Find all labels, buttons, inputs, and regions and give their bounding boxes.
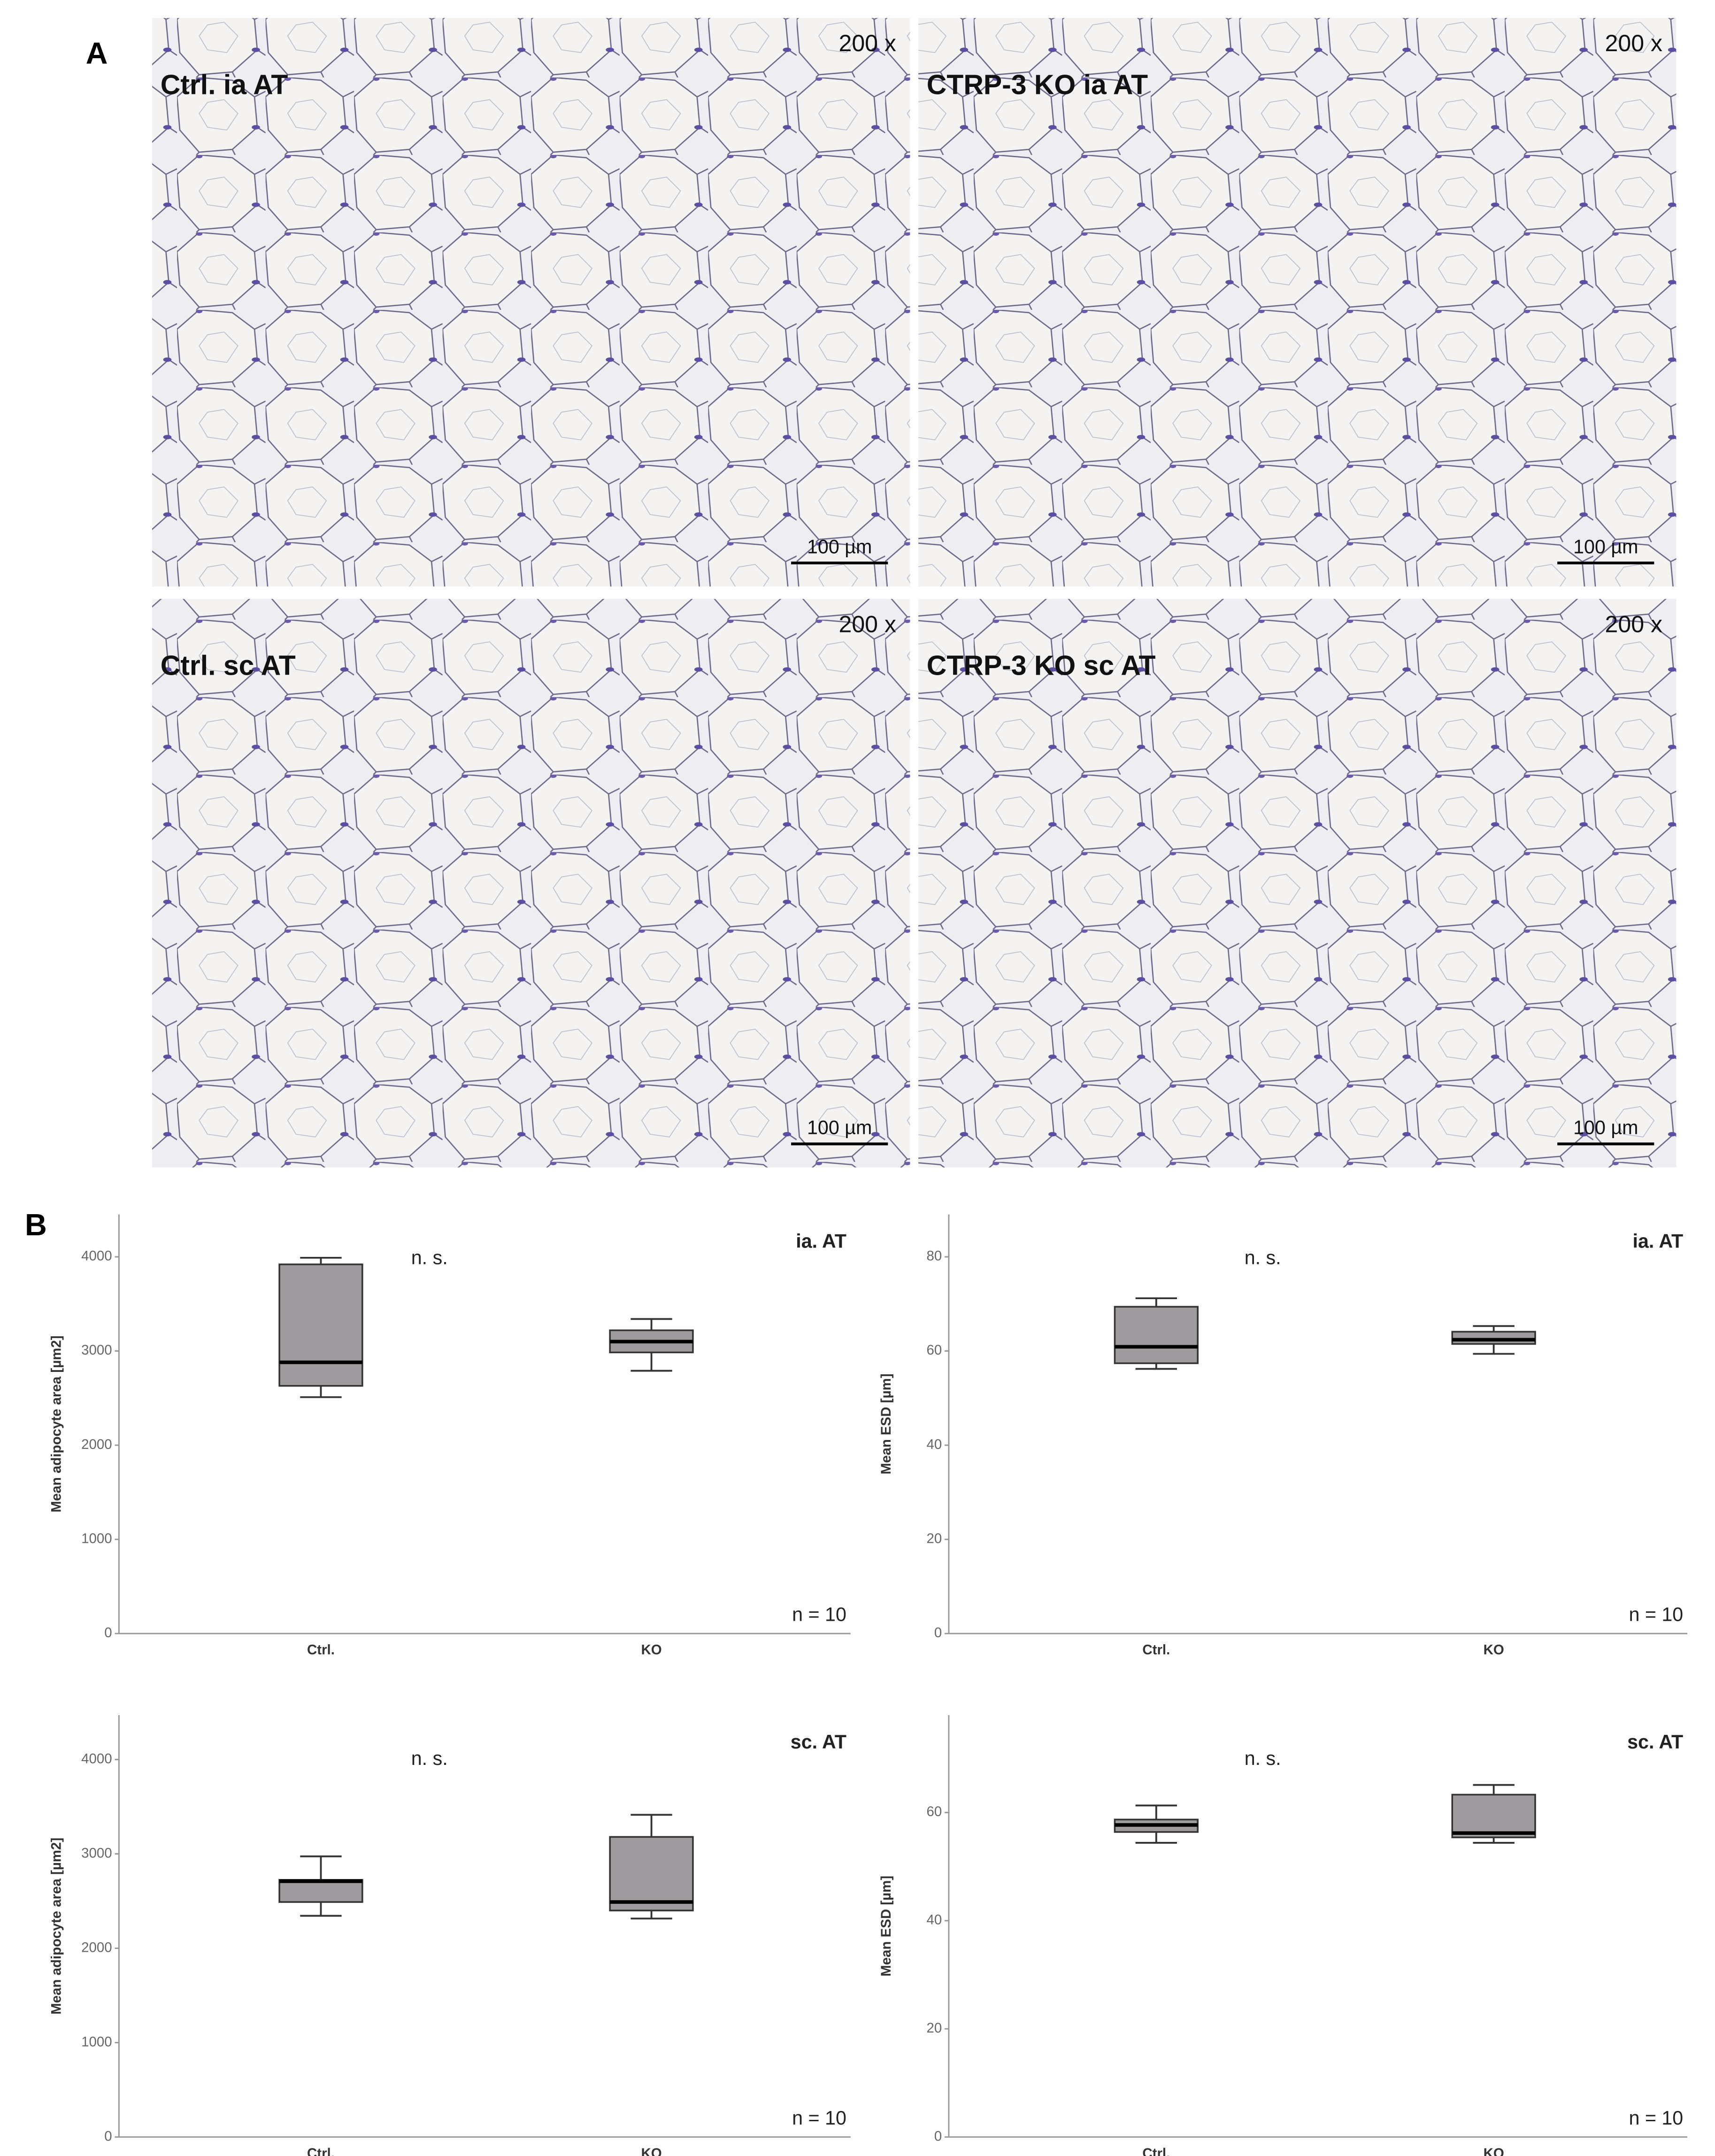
sample-size: n = 10 [1629,1604,1683,1625]
y-tick-label: 80 [926,1248,942,1264]
scale-bar-label: 100 µm [807,1117,872,1139]
box [278,1879,363,1903]
y-tick-label: 3000 [81,1342,112,1358]
y-tick-label: 40 [926,1437,942,1452]
x-tick-label: Ctrl. [307,1642,335,1657]
y-tick-label: 0 [934,1625,942,1640]
x-tick-label: Ctrl. [307,2146,335,2156]
chart-title: ia. AT [796,1230,846,1252]
sample-size: n = 10 [1629,2107,1683,2129]
y-axis-label: Mean adipocyte area [µm2] [49,1335,64,1512]
x-tick-label: Ctrl. [1142,2146,1170,2156]
box [1114,1306,1199,1364]
chart-title: ia. AT [1633,1230,1684,1252]
box [1451,1794,1536,1839]
magnification: 200 x [838,30,896,56]
box [278,1263,363,1387]
y-tick-label: 4000 [81,1248,112,1264]
y-tick-label: 4000 [81,1751,112,1766]
y-tick-label: 1000 [81,2034,112,2049]
sample-size: n = 10 [792,1604,846,1625]
micrograph [152,599,910,1168]
magnification: 200 x [1605,611,1663,637]
y-tick-label: 1000 [81,1531,112,1546]
box [609,1836,694,1911]
y-tick-label: 20 [926,2020,942,2036]
chart-title: sc. AT [1627,1731,1683,1753]
y-tick-label: 3000 [81,1845,112,1861]
micrograph [152,18,910,587]
magnification: 200 x [838,611,896,637]
y-tick-label: 0 [104,2128,112,2144]
y-tick-label: 20 [926,1531,942,1546]
chart-title: sc. AT [791,1731,846,1753]
sample-size: n = 10 [792,2107,846,2129]
x-tick-label: KO [1484,2146,1504,2156]
x-tick-label: KO [641,2146,661,2156]
image-title: CTRP-3 KO ia AT [927,69,1148,100]
y-tick-label: 60 [926,1804,942,1819]
y-tick-label: 0 [104,1625,112,1640]
y-tick-label: 0 [934,2128,942,2144]
x-tick-label: KO [1484,1642,1504,1657]
y-tick-label: 40 [926,1912,942,1928]
scale-bar-label: 100 µm [1573,1117,1638,1139]
panel-label: B [25,1208,47,1242]
scale-bar-label: 100 µm [807,536,872,557]
annotation: n. s. [411,1748,448,1769]
x-tick-label: Ctrl. [1142,1642,1170,1657]
y-tick-label: 2000 [81,1437,112,1452]
y-axis-label: Mean adipocyte area [µm2] [49,1838,64,2015]
image-title: CTRP-3 KO sc AT [927,651,1156,681]
annotation: n. s. [1245,1247,1281,1269]
micrograph [918,18,1677,587]
y-axis-label: Mean ESD [µm] [878,1373,894,1474]
image-title: Ctrl. sc AT [161,651,296,681]
box [1451,1331,1536,1345]
magnification: 200 x [1605,30,1663,56]
image-title: Ctrl. ia AT [161,69,288,100]
y-tick-label: 2000 [81,1940,112,1955]
x-tick-label: KO [641,1642,661,1657]
annotation: n. s. [1245,1748,1281,1769]
scale-bar-label: 100 µm [1573,536,1638,557]
y-tick-label: 60 [926,1342,942,1358]
y-axis-label: Mean ESD [µm] [878,1876,894,1977]
annotation: n. s. [411,1247,448,1269]
panel-label: A [86,36,108,70]
micrograph [918,599,1677,1168]
